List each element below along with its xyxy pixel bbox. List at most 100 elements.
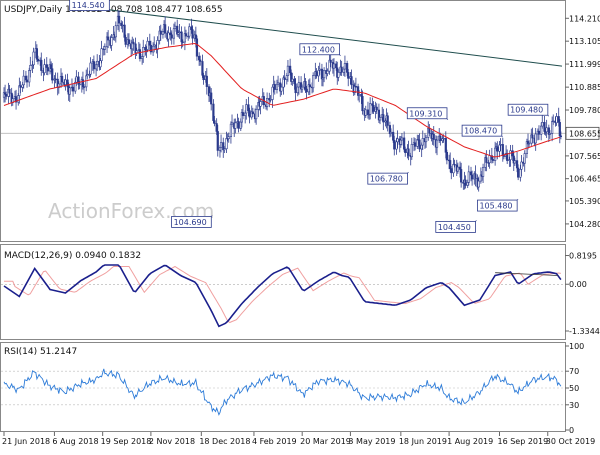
macd-signal-line (4, 265, 561, 324)
candle-body (520, 161, 523, 170)
candle-body (251, 111, 254, 115)
candle-body (234, 122, 237, 129)
candle (241, 105, 245, 120)
candle-body (255, 109, 258, 120)
candle (237, 117, 240, 133)
candle (210, 88, 213, 111)
candle-body (172, 28, 176, 39)
rsi-tick-label: 100 (569, 342, 584, 351)
candle-body (24, 75, 28, 81)
annotation-label: 109.310 (406, 107, 449, 120)
candle (517, 164, 520, 181)
rsi-tick-label: 30 (569, 401, 579, 410)
candle-body (269, 99, 272, 101)
candle (347, 68, 350, 87)
candle-body (458, 166, 462, 170)
candle (404, 146, 407, 157)
candle (71, 83, 75, 97)
candle (537, 125, 541, 140)
annotation-leader (501, 135, 504, 138)
candle-body (400, 137, 404, 141)
candle (559, 131, 563, 140)
annotation-box (507, 103, 549, 116)
candle (86, 67, 89, 79)
price-tick-label: 104.280 (569, 220, 600, 229)
candle-body (418, 139, 421, 150)
macd-panel-frame (0, 244, 566, 340)
candle-body (464, 179, 467, 186)
candle-body (199, 59, 202, 62)
candle (223, 146, 226, 154)
candle (308, 78, 311, 96)
annotation-box (477, 199, 518, 212)
candle (54, 72, 57, 84)
candle-body (241, 112, 245, 116)
annotation-box (69, 0, 110, 11)
candle (68, 84, 71, 103)
candle-body (293, 78, 296, 85)
candle (25, 75, 29, 88)
candle-body (501, 144, 504, 156)
candle-body (14, 96, 18, 103)
candle (502, 152, 505, 160)
candle-body (442, 138, 445, 140)
candle-body (488, 155, 491, 164)
candle (164, 16, 167, 38)
candle-body (215, 123, 218, 132)
annotation-box (367, 172, 408, 185)
candle-body (188, 26, 191, 37)
candle (407, 140, 410, 161)
candle-body (159, 30, 162, 35)
candle (199, 55, 202, 66)
candle (326, 68, 329, 77)
candle (14, 89, 18, 110)
annotation-text: 109.310 (409, 109, 442, 118)
annotation-label: 106.780 (367, 171, 409, 185)
candle-body (498, 144, 501, 152)
candle-body (414, 142, 417, 147)
candle-body (523, 153, 526, 164)
candle-body (148, 40, 151, 46)
candle-body (17, 95, 20, 103)
candle-body (304, 81, 307, 90)
candle (453, 159, 456, 168)
candle-body (149, 44, 152, 53)
candle-body (123, 24, 126, 38)
candle (499, 138, 502, 152)
candle-body (382, 114, 385, 123)
candle (378, 114, 382, 125)
candle-body (534, 133, 537, 144)
candle-body (543, 122, 546, 132)
candle-body (132, 41, 135, 45)
candle-body (92, 61, 95, 70)
candle-body (421, 138, 424, 146)
annotation-box (435, 220, 476, 233)
candle (110, 34, 113, 51)
candle-body (358, 94, 361, 96)
candle (491, 156, 495, 164)
candle-body (396, 138, 399, 143)
candle-body (312, 75, 315, 89)
candle-body (335, 63, 338, 69)
annotation-text: 104.450 (438, 223, 471, 232)
candle-body (386, 115, 389, 126)
candle (424, 134, 428, 148)
candle (107, 30, 110, 49)
candle-body (531, 134, 534, 139)
candle-body (545, 127, 548, 133)
candle-body (515, 160, 519, 169)
candle-body (51, 68, 54, 81)
candle-body (180, 31, 183, 43)
annotation-label: 114.540 (69, 0, 111, 12)
candle-body (57, 83, 60, 88)
candle-body (124, 37, 127, 45)
candle-body (121, 24, 124, 27)
candle-body (317, 69, 320, 77)
candle-body (471, 174, 474, 180)
candle-body (225, 138, 228, 150)
candle (318, 62, 321, 75)
candle-body (289, 65, 292, 74)
candle (364, 105, 367, 118)
candle (132, 38, 135, 51)
x-tick-label: 2 Nov 2018 (149, 437, 195, 446)
